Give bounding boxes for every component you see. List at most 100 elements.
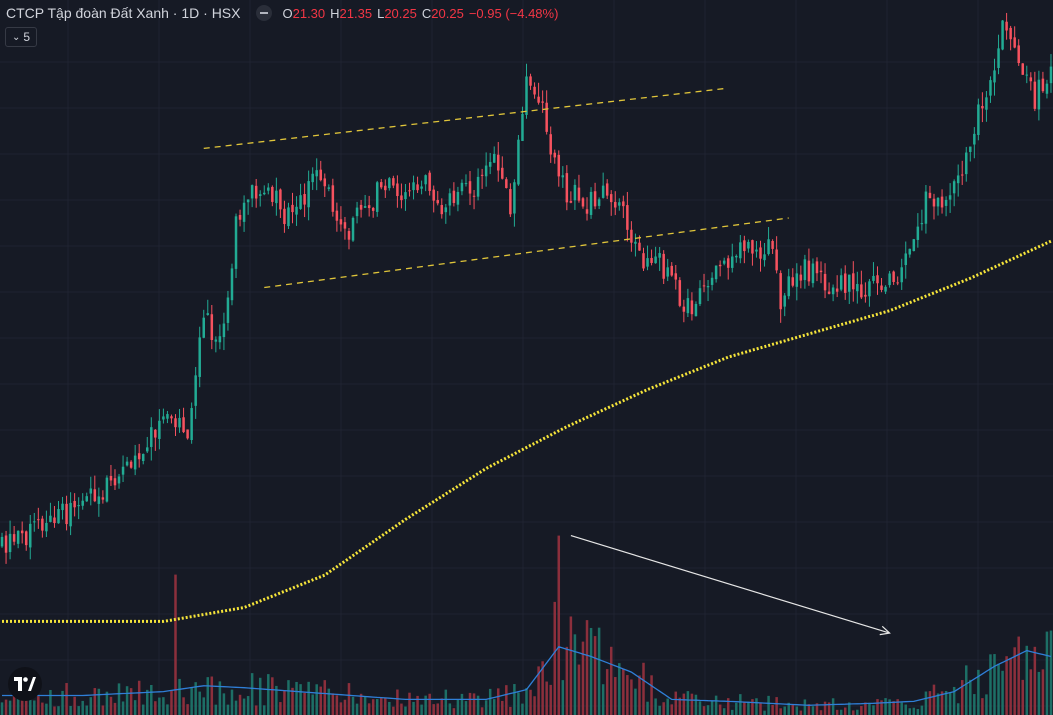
candle-body: [194, 375, 197, 406]
volume-bar: [626, 675, 629, 715]
volume-bar: [1001, 670, 1004, 715]
volume-bar: [420, 704, 423, 715]
volume-bar: [129, 688, 133, 715]
volume-bar: [125, 686, 129, 715]
volume-bar: [246, 696, 250, 715]
volume-bar: [553, 601, 556, 715]
volume-bar: [739, 694, 742, 715]
candle-body: [1025, 74, 1029, 76]
volume-bar: [876, 699, 879, 715]
volume-bar: [605, 669, 609, 715]
tradingview-logo-icon[interactable]: [8, 667, 42, 701]
candle-body: [339, 219, 343, 225]
volume-bar: [831, 698, 835, 715]
volume-bar: [1049, 630, 1053, 715]
volume-bar: [763, 710, 766, 715]
volume-bar: [267, 674, 270, 715]
candle-body: [258, 194, 262, 196]
volume-bar: [827, 702, 831, 715]
candle-body: [634, 241, 637, 244]
indicators-toggle-button[interactable]: ⌄ 5: [5, 27, 37, 47]
volume-bar: [440, 698, 444, 715]
volume-bar: [93, 688, 97, 715]
volume-bar: [404, 706, 407, 715]
candle-body: [355, 207, 359, 217]
candle-body: [638, 242, 641, 251]
channel-line: [264, 217, 789, 289]
volume-bar: [61, 690, 64, 715]
volume-bar: [335, 695, 339, 715]
candle-body: [1017, 45, 1020, 64]
volume-bar: [367, 703, 371, 715]
volume-bar: [77, 706, 80, 715]
candle-body: [662, 253, 665, 279]
volume-bar: [860, 706, 863, 715]
volume-bar: [795, 706, 799, 715]
volume-bar: [747, 701, 750, 715]
volume-bar: [981, 698, 984, 715]
candle-body: [791, 277, 795, 286]
candle-body: [488, 161, 492, 167]
candle-body: [928, 192, 932, 199]
candle-body: [271, 186, 274, 202]
candle-body: [771, 240, 774, 249]
volume-bar: [416, 695, 419, 715]
candle-body: [739, 242, 742, 259]
candle-body: [1033, 81, 1037, 109]
volume-bar: [392, 706, 395, 715]
candle-body: [888, 273, 891, 286]
volume-bar: [291, 687, 294, 715]
candle-body: [856, 284, 859, 292]
volume-bar: [787, 702, 790, 715]
volume-bar: [940, 691, 944, 715]
candle-body: [202, 317, 205, 338]
volume-bar: [985, 694, 988, 715]
candle-body: [860, 284, 863, 298]
volume-bar: [202, 697, 205, 715]
volume-bar: [597, 627, 601, 715]
candle-body: [275, 190, 278, 204]
candle-body: [981, 106, 984, 109]
candle-body: [206, 313, 210, 315]
volume-bar: [230, 689, 234, 715]
eye-icon[interactable]: [256, 5, 273, 21]
candle-body: [1009, 27, 1012, 40]
candle-body: [936, 197, 940, 207]
volume-bar: [97, 688, 101, 715]
volume-bar: [311, 694, 314, 715]
candle-body: [573, 184, 577, 201]
indicator-count: 5: [23, 30, 31, 44]
candle-body: [57, 509, 60, 524]
volume-bar: [545, 681, 548, 715]
volume-bar: [186, 704, 189, 715]
volume-bar: [468, 692, 472, 715]
volume-bar: [839, 709, 843, 715]
volume-bar: [1029, 669, 1033, 715]
volume-bar: [315, 684, 318, 715]
volume-bar: [101, 705, 105, 715]
volume-bar: [670, 704, 673, 715]
volume-bar: [759, 702, 762, 715]
volume-bar: [178, 678, 181, 715]
volume-bar: [327, 688, 331, 715]
candle-body: [420, 186, 423, 189]
volume-bar: [997, 663, 1000, 715]
candle-body: [803, 259, 807, 281]
candle-body: [497, 154, 500, 171]
volume-bar: [630, 679, 633, 715]
candle-body: [158, 420, 161, 439]
candle-body: [904, 253, 907, 266]
candle-body: [97, 496, 101, 504]
candle-body: [722, 260, 726, 264]
candle-body: [541, 101, 544, 103]
volume-bar: [89, 697, 93, 715]
candle-body: [642, 253, 645, 269]
volume-bar: [585, 620, 589, 715]
volume-bar: [835, 709, 839, 715]
candle-body: [597, 199, 601, 206]
volume-bar: [303, 692, 306, 715]
symbol-title[interactable]: CTCP Tập đoàn Đất Xanh · 1D · HSX: [6, 5, 241, 21]
volume-bar: [658, 705, 661, 715]
candle-body: [710, 277, 714, 285]
